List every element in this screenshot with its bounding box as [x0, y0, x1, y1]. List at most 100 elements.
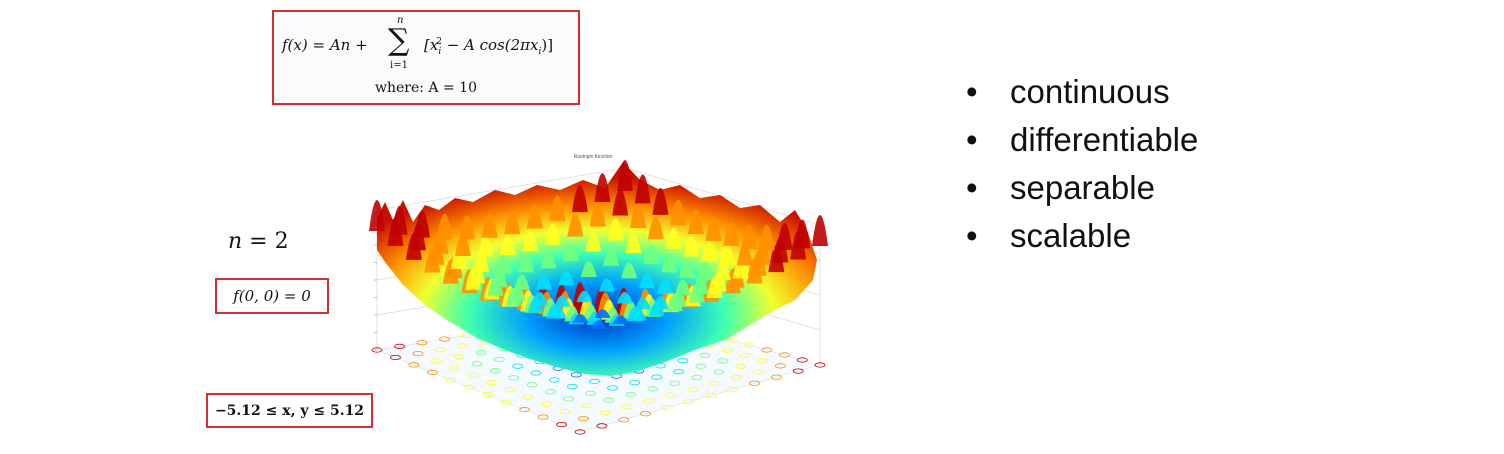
contour-ring — [556, 421, 567, 428]
contour-ring — [416, 340, 428, 346]
surface-peak — [562, 242, 579, 262]
contour-ring — [522, 394, 534, 400]
contour-ring — [408, 362, 420, 368]
contour-ring — [599, 410, 611, 416]
contour-ring — [504, 387, 516, 393]
surface-peak — [544, 223, 561, 245]
surface-peak — [723, 222, 740, 246]
axis-ticks — [374, 209, 377, 351]
contour-ring — [463, 384, 475, 390]
contour-ring — [494, 356, 505, 363]
surface-peak — [369, 199, 385, 231]
surface-peak — [567, 213, 584, 237]
contour-ring — [581, 403, 593, 409]
surface-peak — [661, 254, 678, 273]
contour-ring — [559, 408, 571, 415]
contour-ring — [669, 380, 681, 386]
surface-peak — [612, 188, 629, 216]
contour-ring — [508, 375, 520, 381]
contour-ring — [621, 404, 633, 410]
property-item: • separable — [966, 169, 1155, 206]
surface-peak — [526, 204, 543, 229]
property-item: • continuous — [966, 73, 1170, 110]
contour-ring — [792, 368, 804, 374]
surface-peak — [794, 219, 811, 249]
rastrigin-surface-plot: Rastrigin function — [369, 154, 828, 435]
contour-ring — [779, 352, 790, 358]
surface-peak — [414, 210, 431, 238]
contour-ring — [589, 378, 600, 384]
surface-peak — [692, 276, 709, 295]
contour-ring — [629, 379, 641, 386]
surface-peak — [679, 260, 696, 278]
surface-peak — [705, 217, 722, 241]
contour-ring — [526, 382, 538, 388]
contour-ring — [567, 383, 578, 390]
contour-ring — [453, 354, 465, 360]
surface-peak — [473, 252, 490, 273]
surface-peak — [549, 195, 566, 222]
surface-peak — [558, 270, 575, 286]
formula-lhs: f(x) = An + — [282, 36, 368, 54]
surface-peak — [621, 262, 638, 279]
surface-mesh — [369, 159, 828, 376]
property-item: • differentiable — [966, 121, 1199, 158]
contour-ring — [683, 398, 695, 405]
surface-peak — [696, 261, 713, 281]
contour-ring — [486, 379, 497, 386]
surface-peak — [647, 216, 664, 240]
contour-ring — [699, 352, 711, 358]
contour-ring — [570, 372, 582, 378]
dimension-label: n = 2 — [228, 229, 289, 254]
surface-peak — [477, 235, 494, 257]
contour-ring — [725, 337, 737, 343]
contour-ring — [426, 369, 438, 375]
contour-ring — [412, 350, 424, 357]
surface-peak — [491, 269, 508, 288]
contour-ring — [461, 332, 473, 339]
surface-peak — [674, 279, 691, 296]
contour-ring — [721, 347, 733, 353]
surface-peak — [571, 185, 588, 213]
contour-ring — [618, 417, 630, 423]
contour-ring — [713, 369, 725, 375]
contour-ring — [512, 363, 524, 369]
contour-ring — [655, 363, 667, 369]
surface-peak — [540, 250, 557, 269]
surface-peak — [612, 315, 629, 325]
contour-ring — [548, 377, 560, 383]
surface-peak — [634, 174, 651, 204]
surface-peak — [616, 292, 633, 304]
surface-peak — [714, 260, 731, 281]
contour-ring — [519, 407, 531, 413]
contour-ring — [596, 423, 608, 429]
surface-peak — [812, 214, 828, 246]
surface-peak — [594, 309, 611, 318]
contour-ring — [482, 392, 494, 398]
contour-ring — [435, 347, 446, 353]
surface-peak — [495, 254, 512, 274]
contour-ring — [743, 342, 755, 348]
surface-peak — [589, 202, 606, 227]
surface-peak — [554, 295, 571, 307]
contour-ring — [530, 370, 542, 376]
surface-peak — [652, 296, 669, 310]
contour-ring — [643, 398, 655, 404]
contour-ring — [673, 369, 685, 375]
surface-peak — [590, 320, 607, 330]
surface-peak — [531, 292, 548, 306]
contour-ring — [695, 363, 707, 369]
contour-ring — [647, 386, 659, 392]
domain-text: −5.12 ≤ x, y ≤ 5.12 — [214, 402, 365, 419]
surface-peak — [741, 224, 758, 249]
contour-ring — [541, 401, 553, 407]
surface-peak — [594, 173, 611, 203]
surface-peak — [665, 227, 682, 250]
contour-ring — [603, 397, 615, 403]
surface-peak — [459, 214, 476, 240]
contour-ring — [390, 354, 401, 361]
contour-ring — [677, 357, 689, 364]
surface-peak — [580, 261, 597, 277]
surface-peak — [572, 313, 589, 323]
surface-peak — [638, 273, 655, 289]
